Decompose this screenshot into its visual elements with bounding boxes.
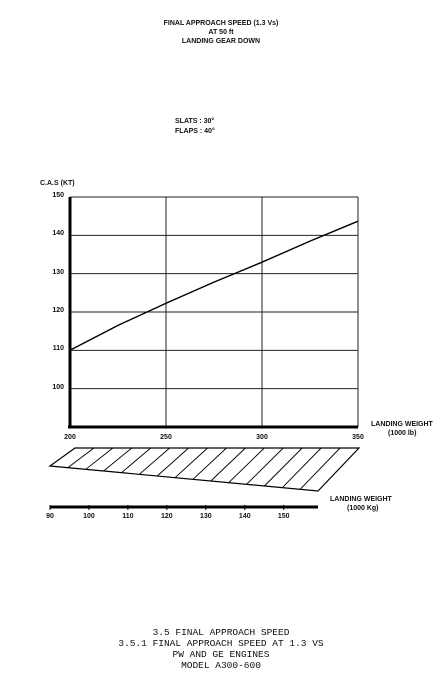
kg-tick-label-140: 140: [238, 513, 251, 520]
hatch-line: [264, 447, 303, 487]
kg-tick-label-150: 150: [277, 513, 290, 520]
kg-tick-label-100: 100: [83, 513, 95, 520]
y-tick-label-150: 150: [52, 192, 64, 199]
caption-line-3: PW AND GE ENGINES: [172, 649, 270, 660]
header-line-1: FINAL APPROACH SPEED (1.3 Vs): [163, 20, 279, 27]
caption-line-4: MODEL A300-600: [181, 660, 261, 671]
hatch-line: [281, 447, 322, 488]
hatch-line: [85, 447, 114, 470]
chart-grid: [69, 196, 359, 427]
kg-axis-label: LANDING WEIGHT: [330, 496, 392, 503]
y-axis-label: C.A.S (KT): [40, 180, 75, 187]
series-line-0: [69, 220, 359, 351]
hatch-line: [246, 447, 284, 485]
x-tick-label-200: 200: [64, 434, 76, 441]
kg-axis-unit: (1000 Kg): [347, 505, 379, 512]
y-tick-label-120: 120: [52, 307, 64, 314]
hatch-line: [299, 447, 341, 490]
kg-axis: [49, 505, 318, 510]
hatch-line: [156, 447, 189, 477]
chart-axes: [68, 197, 358, 429]
y-tick-label-140: 140: [52, 230, 64, 238]
slats-setting: SLATS : 30°: [175, 118, 215, 125]
header-line-3: LANDING GEAR DOWN: [181, 38, 261, 45]
kg-tick-label-120: 120: [161, 513, 173, 520]
weight-conversion-band: [48, 447, 361, 492]
x-tick-label-350: 350: [352, 434, 364, 441]
kg-tick-label-130: 130: [199, 513, 212, 520]
hatch-line: [139, 447, 170, 475]
caption-line-1: 3.5 FINAL APPROACH SPEED: [152, 627, 290, 638]
hatch-line: [210, 447, 246, 482]
caption-line-2: 3.5.1 FINAL APPROACH SPEED AT 1.3 VS: [118, 638, 324, 649]
hatch-line: [121, 447, 152, 474]
chart-series: [69, 220, 359, 351]
y-tick-label-110: 110: [52, 345, 64, 353]
hatch-line: [192, 447, 227, 480]
x-tick-label-250: 250: [160, 434, 172, 441]
y-tick-label-130: 130: [52, 268, 64, 276]
hatch-line: [174, 447, 208, 478]
hatch-line: [228, 447, 265, 483]
hatch-line: [67, 447, 95, 469]
flaps-setting: FLAPS : 40°: [175, 128, 215, 135]
hatch-line: [103, 447, 133, 472]
kg-tick-label-110: 110: [122, 513, 134, 520]
x-tick-label-300: 300: [256, 434, 268, 441]
conversion-band-outline: [48, 447, 361, 492]
y-tick-label-100: 100: [52, 383, 64, 391]
x-axis-unit: (1000 lb): [388, 430, 417, 437]
kg-tick-label-90: 90: [46, 513, 54, 520]
x-axis-label: LANDING WEIGHT: [371, 421, 433, 428]
header-line-2: AT 50 ft: [208, 29, 234, 36]
